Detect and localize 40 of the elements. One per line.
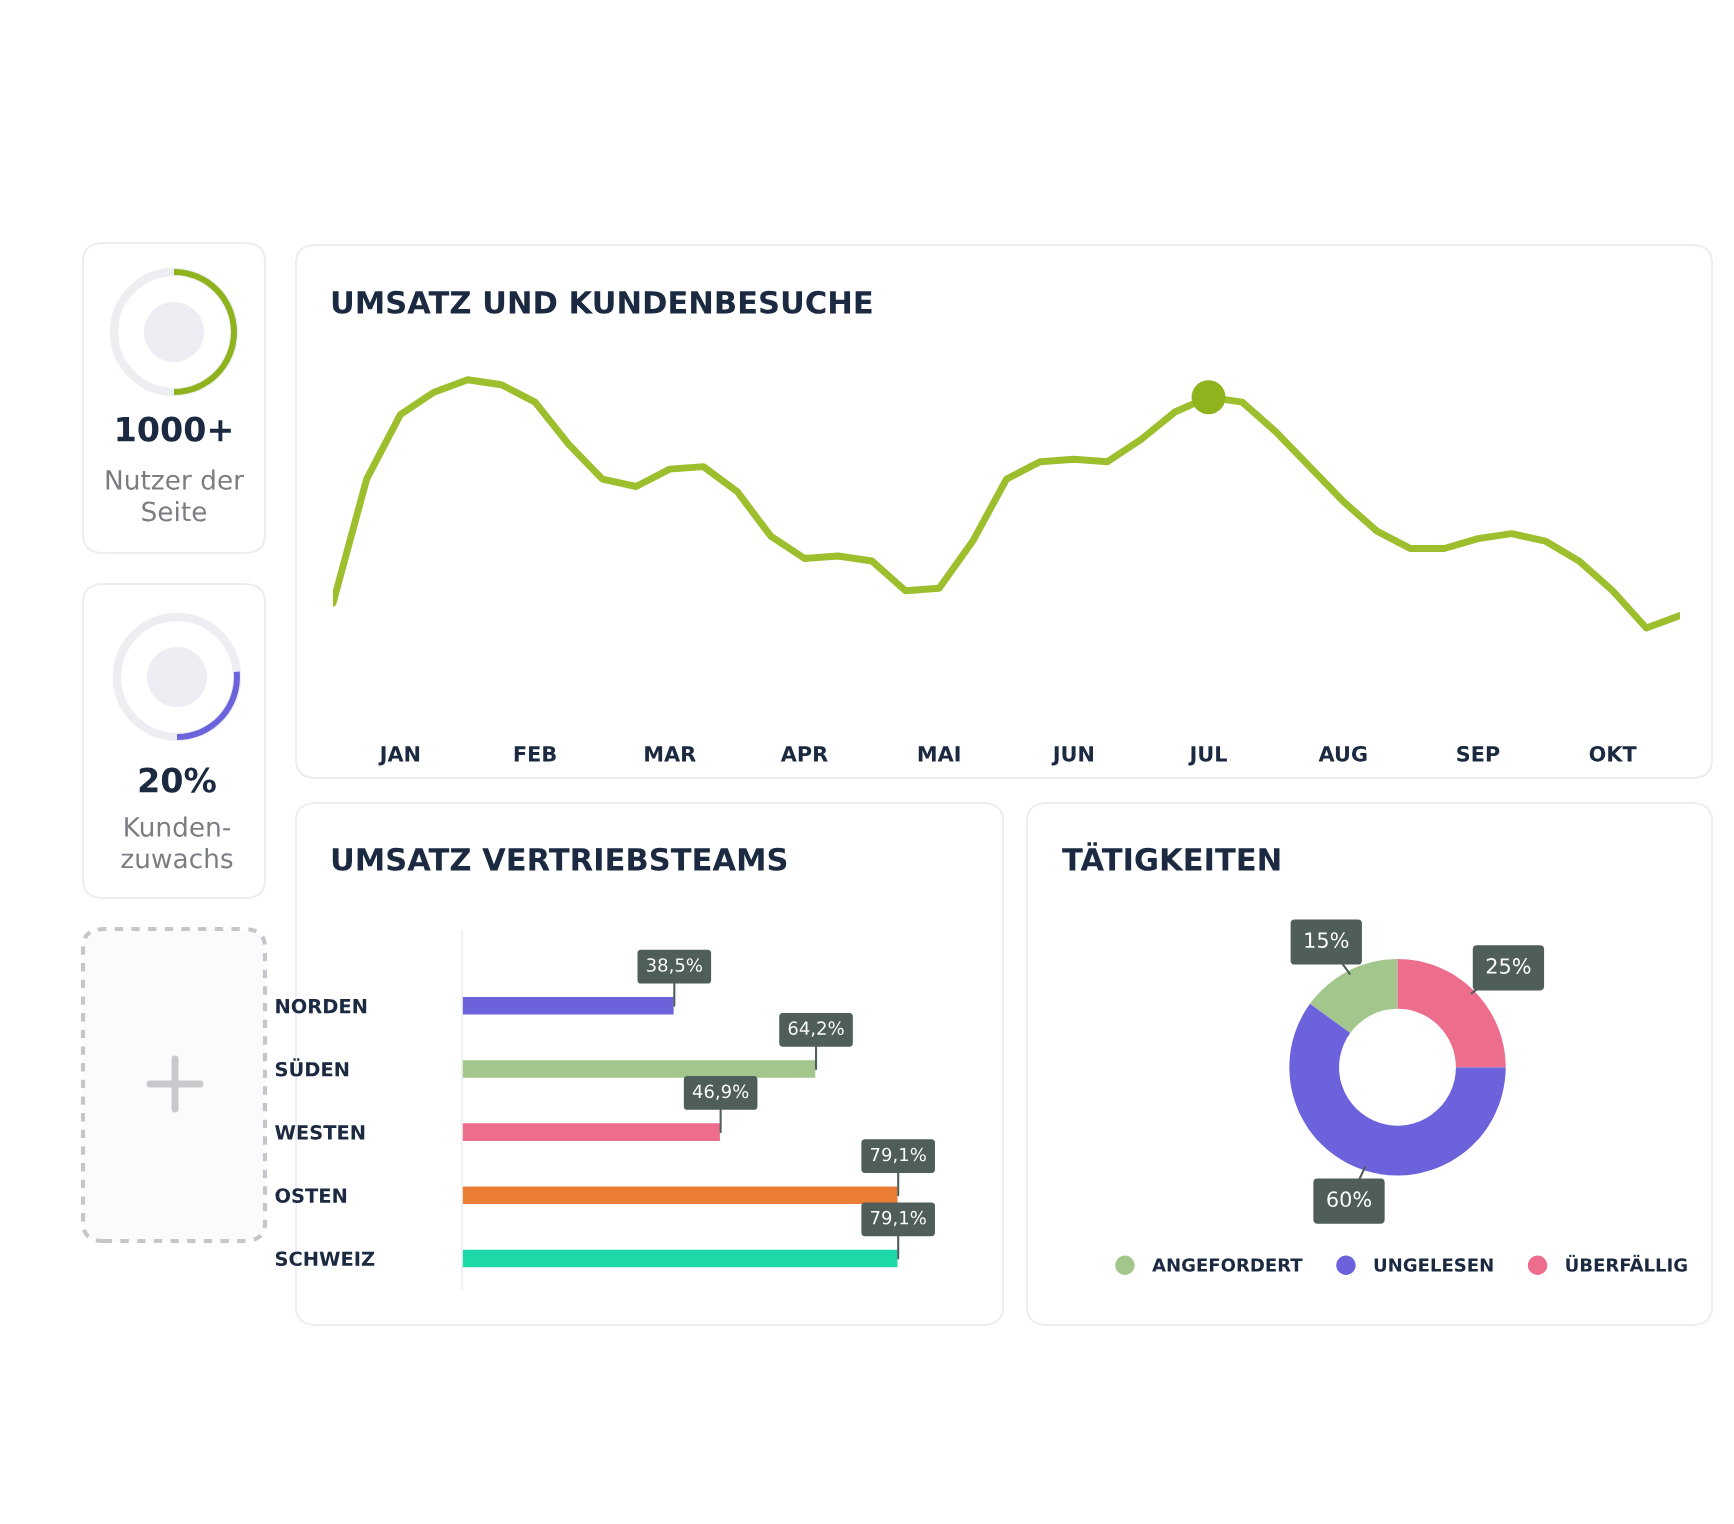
data-label: 25% xyxy=(1486,958,1531,974)
bar xyxy=(462,1248,899,1269)
x-tick-label: JUN xyxy=(1051,746,1093,766)
chart-title: UMSATZ VERTRIEBSTEAMS xyxy=(332,847,787,871)
x-tick-label: JAN xyxy=(378,746,420,766)
y-tick-label: SCHWEIZ xyxy=(275,1251,375,1267)
x-tick-label: MAI xyxy=(918,746,960,762)
text: Nutzer der Seite xyxy=(106,469,244,522)
data-label: 60% xyxy=(1327,1191,1372,1208)
x-tick-label: SEP xyxy=(1457,745,1500,762)
x-tick-label: APR xyxy=(780,746,828,762)
text: 20% xyxy=(139,767,216,793)
bar xyxy=(462,1058,817,1080)
legend-label: ANGEFORDERT xyxy=(1152,1258,1303,1272)
y-tick-label: SÜDEN xyxy=(275,1058,349,1077)
x-tick-label: AUG xyxy=(1318,745,1367,762)
chart-title: TÄTIGKEITEN xyxy=(1062,842,1280,871)
donut-slice xyxy=(1309,959,1398,1033)
y-tick-label: NORDEN xyxy=(276,998,367,1014)
x-tick-label: MAR xyxy=(645,746,696,762)
y-tick-label: WESTEN xyxy=(275,1125,365,1140)
data-label: 38,5% xyxy=(647,958,702,974)
text: 1000+ xyxy=(117,416,231,442)
data-label: 46,9% xyxy=(692,1084,749,1101)
data-label: 79,1% xyxy=(870,1147,926,1164)
legend-label: UNGELESEN xyxy=(1374,1258,1493,1272)
x-tick-label: OKT xyxy=(1589,745,1637,762)
chart-title: UMSATZ UND KUNDENBESUCHE xyxy=(332,290,872,314)
bar xyxy=(462,1121,722,1143)
x-tick-label: JUL xyxy=(1188,746,1227,766)
data-label: 64,2% xyxy=(788,1021,844,1037)
bar xyxy=(462,1185,899,1206)
data-label: 79,1% xyxy=(870,1210,926,1227)
text: Kunden- zuwachs xyxy=(121,816,233,869)
data-label: 15% xyxy=(1305,932,1349,949)
x-tick-label: FEB xyxy=(514,746,556,762)
bar xyxy=(462,995,676,1016)
legend-label: ÜBERFÄLLIG xyxy=(1566,1254,1687,1272)
donut-slice xyxy=(1289,1003,1506,1176)
y-tick-label: OSTEN xyxy=(275,1188,347,1203)
